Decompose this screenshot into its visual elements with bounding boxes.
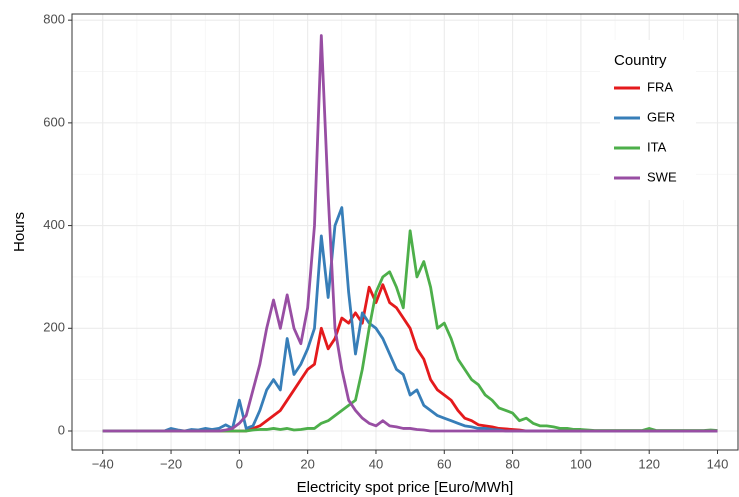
x-tick-label: 0 xyxy=(236,456,243,471)
legend-label: GER xyxy=(647,109,675,124)
x-tick-label: 40 xyxy=(369,456,383,471)
plot-lines xyxy=(102,34,718,433)
y-tick-label: 0 xyxy=(58,422,65,437)
x-tick-label: −40 xyxy=(92,456,114,471)
x-tick-label: −20 xyxy=(160,456,182,471)
legend: Country FRA GER ITA SWE xyxy=(600,40,696,200)
x-tick-label: 60 xyxy=(437,456,451,471)
panel-border xyxy=(71,13,739,451)
x-axis-title: Electricity spot price [Euro/MWh] xyxy=(297,479,514,496)
legend-title: Country xyxy=(614,52,667,69)
y-axis-title: Hours xyxy=(11,212,28,252)
x-tick-label: 100 xyxy=(570,456,592,471)
y-tick-label: 400 xyxy=(43,217,65,232)
x-tick-label: 120 xyxy=(638,456,660,471)
y-tick-label: 800 xyxy=(43,12,65,27)
x-tick-label: 80 xyxy=(505,456,519,471)
y-tick-label: 200 xyxy=(43,320,65,335)
legend-label: SWE xyxy=(647,169,677,184)
series-line xyxy=(102,34,718,433)
legend-label: FRA xyxy=(647,79,673,94)
legend-background xyxy=(600,40,696,200)
y-tick-label: 600 xyxy=(43,114,65,129)
x-tick-label: 140 xyxy=(707,456,729,471)
legend-label: ITA xyxy=(647,139,667,154)
x-tick-label: 20 xyxy=(300,456,314,471)
axes: −40 −20 0 20 40 60 80 100 120 140 0 200 400 600 800 xyxy=(43,12,728,472)
